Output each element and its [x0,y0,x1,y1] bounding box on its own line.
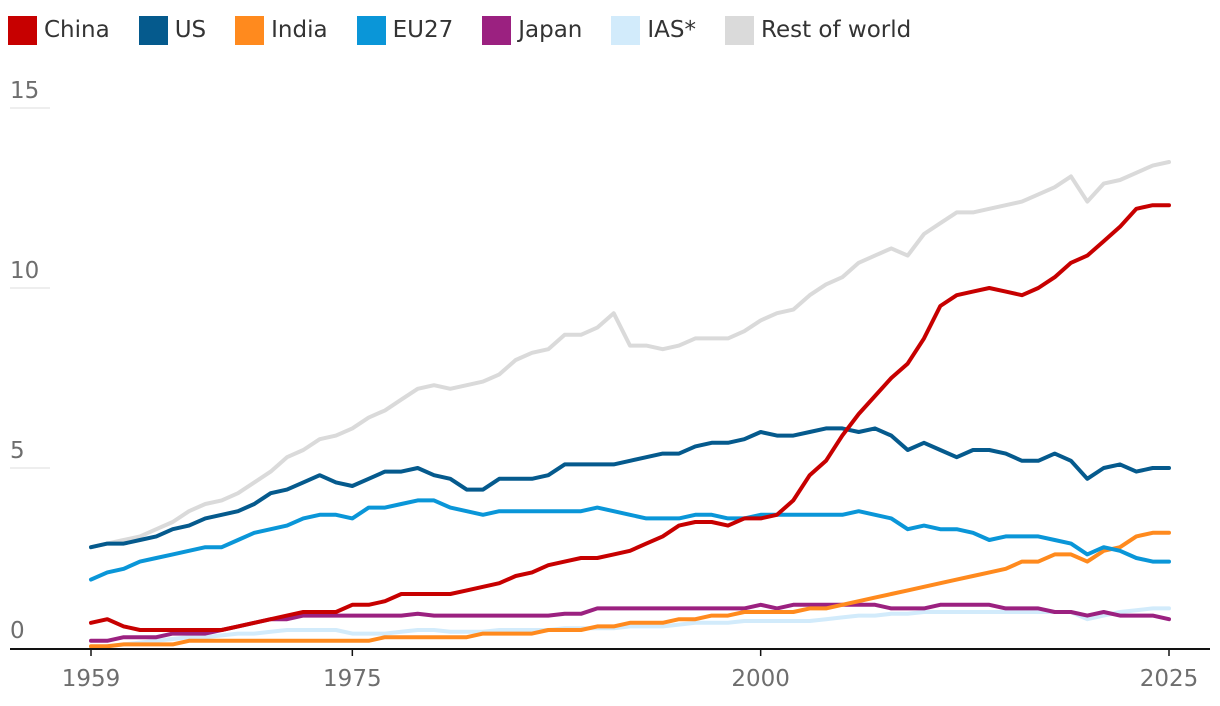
legend-label-eu27: EU27 [392,17,454,43]
legend-item-japan: Japan [482,15,583,45]
series-line-india [89,530,1171,649]
y-tick-label-10: 10 [10,258,39,284]
legend-item-eu27: EU27 [356,15,454,45]
legend-swatch-rest-of-world [725,15,755,45]
legend-item-rest-of-world: Rest of world [725,15,912,45]
legend-swatch-japan [482,15,512,45]
legend-label-ias: IAS* [647,17,697,43]
legend-label-china: China [44,17,110,43]
x-tick-label-1959: 1959 [62,666,121,692]
x-axis-ticks: 1959 1975 2000 2025 [62,649,1199,692]
x-tick-label-1975: 1975 [323,666,382,692]
legend-swatch-india [235,15,265,45]
gridlines [10,107,50,469]
legend-label-japan: Japan [518,17,583,43]
legend-swatch-us [138,15,168,45]
y-tick-label-0: 0 [10,618,25,644]
legend-item-us: US [138,15,207,45]
x-tick-label-2025: 2025 [1140,666,1199,692]
series-line-eu27 [89,498,1171,582]
x-tick-label-2000: 2000 [731,666,790,692]
y-axis-tick-labels: 15 10 5 0 [10,78,39,644]
y-tick-label-5: 5 [10,438,25,464]
y-tick-label-15: 15 [10,78,39,104]
chart-legend: China US India EU27 Japan IAS* Rest of w… [8,10,940,50]
legend-label-us: US [174,17,207,43]
legend-label-rest-of-world: Rest of world [761,17,912,43]
legend-item-ias: IAS* [611,15,697,45]
legend-swatch-ias [611,15,641,45]
series-line-us [89,426,1171,550]
legend-swatch-china [8,15,37,45]
series-line-china [89,203,1171,632]
legend-item-india: India [235,15,328,45]
series-line-rest-of-world [89,160,1171,550]
series-line-ias [89,606,1171,650]
legend-swatch-eu27 [356,15,386,45]
legend-item-china: China [8,15,110,45]
legend-label-india: India [271,17,328,43]
series-lines [89,160,1171,650]
